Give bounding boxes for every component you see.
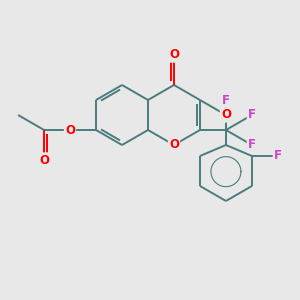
Text: O: O	[65, 124, 75, 136]
Text: F: F	[248, 109, 256, 122]
Text: O: O	[169, 49, 179, 62]
Text: O: O	[221, 109, 231, 122]
Text: O: O	[39, 154, 49, 166]
Text: F: F	[274, 149, 282, 163]
Text: F: F	[222, 94, 230, 106]
Text: F: F	[248, 139, 256, 152]
Text: O: O	[169, 139, 179, 152]
